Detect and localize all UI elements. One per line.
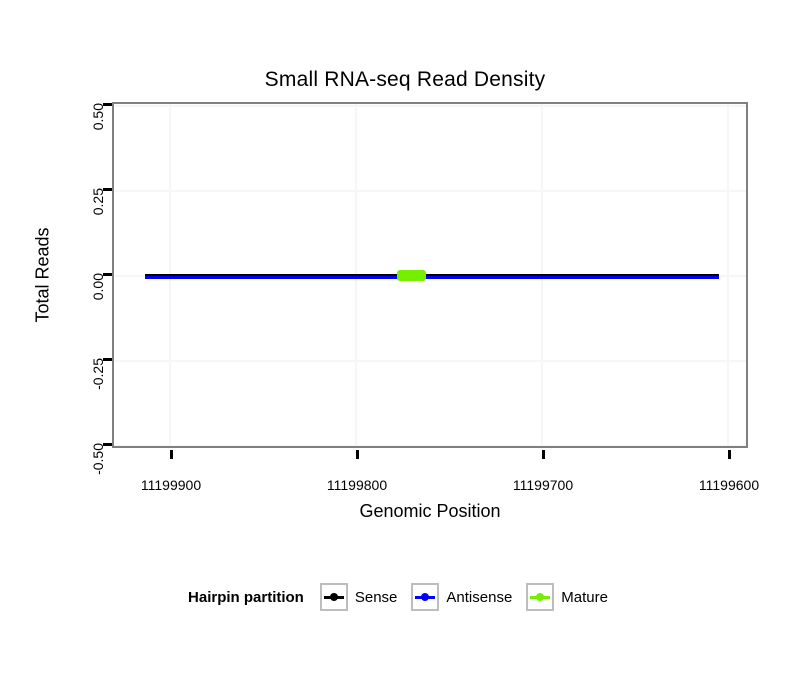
legend-label-mature: Mature (561, 588, 608, 606)
xaxis-tick-label: 11199800 (326, 477, 388, 493)
plot-panel (112, 102, 748, 448)
legend-entry-antisense[interactable]: Antisense (411, 583, 512, 611)
legend-entry-mature[interactable]: Mature (526, 583, 608, 611)
yaxis-tick-label: 0.50 (90, 103, 106, 131)
yaxis-tick (103, 188, 112, 191)
yaxis-tick (103, 443, 112, 446)
xaxis-tick (170, 450, 173, 459)
legend-label-sense: Sense (354, 588, 398, 606)
plot-area (114, 104, 746, 446)
yaxis-tick (103, 273, 112, 276)
legend-key-antisense-icon (411, 583, 440, 611)
yaxis-tick (103, 103, 112, 106)
xaxis-tick (728, 450, 731, 459)
legend: Hairpin partition Sense Antisense Mature (0, 583, 810, 611)
yaxis-tick-label: 0.25 (90, 188, 106, 216)
xaxis-title: Genomic Position (359, 501, 501, 521)
yaxis-tick (103, 358, 112, 361)
legend-entry-sense[interactable]: Sense (319, 583, 398, 611)
legend-key-sense-icon (319, 583, 348, 611)
yaxis-tick-label: -0.25 (90, 358, 106, 390)
xaxis-tick-label: 11199600 (698, 477, 760, 493)
legend-key-mature-icon (526, 583, 555, 611)
series-segment-mature (397, 270, 426, 281)
gridline-horizontal (114, 105, 746, 107)
gridline-horizontal (114, 190, 746, 192)
legend-label-antisense: Antisense (446, 588, 513, 606)
xaxis-tick-label: 11199700 (512, 477, 574, 493)
gridline-horizontal (114, 445, 746, 446)
yaxis-title-wrapper: Total Reads (30, 102, 56, 448)
series-line-sense (145, 274, 719, 277)
yaxis-tick-label: 0.00 (90, 273, 106, 301)
yaxis-title: Total Reads (32, 227, 53, 323)
chart-title: Small RNA-seq Read Density (264, 68, 546, 91)
xaxis-tick (542, 450, 545, 459)
legend-title: Hairpin partition (188, 588, 304, 606)
gridline-horizontal (114, 360, 746, 362)
series-line-antisense (145, 276, 719, 279)
xaxis-tick-label: 11199900 (140, 477, 202, 493)
yaxis-tick-label: -0.50 (90, 443, 106, 475)
xaxis-tick (356, 450, 359, 459)
